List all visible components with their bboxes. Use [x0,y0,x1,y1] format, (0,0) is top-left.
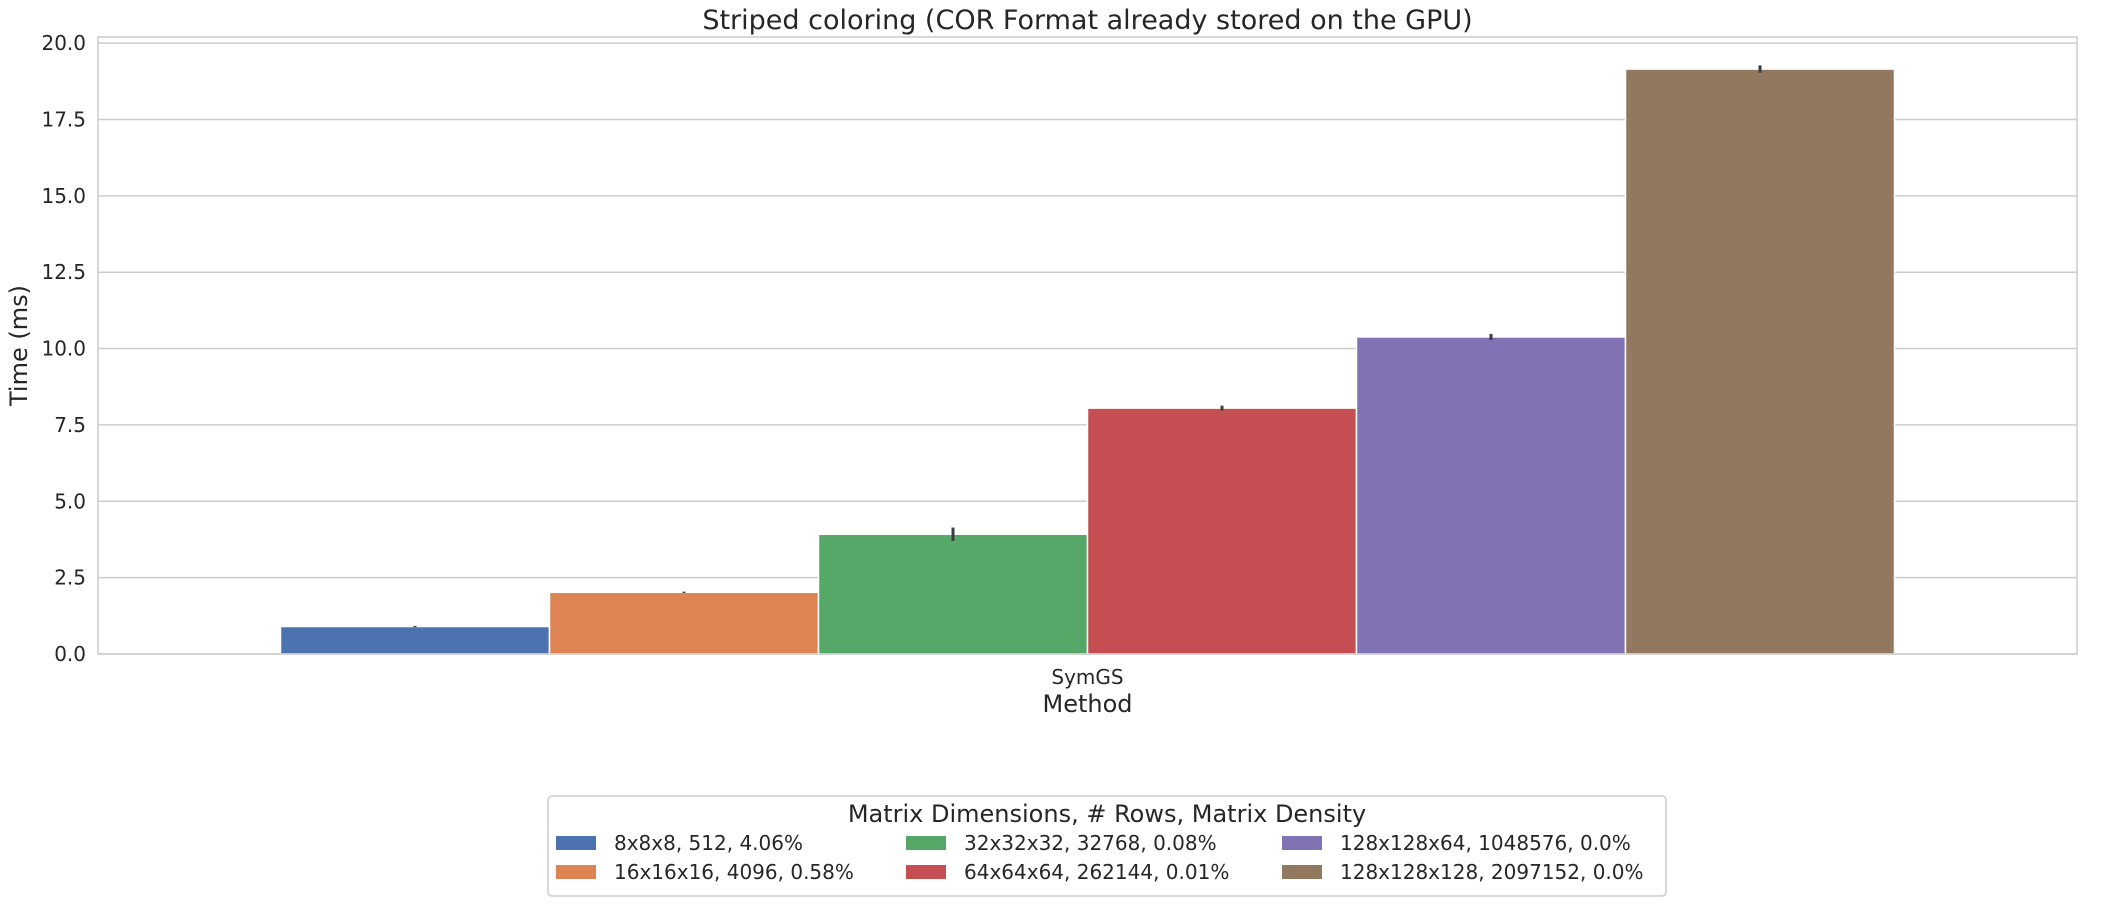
x-tick-label: SymGS [1051,665,1123,689]
y-ticks: 0.0 2.5 5.0 7.5 10.0 12.5 15.0 17.5 20.0 [41,31,86,666]
bar [1355,336,1627,655]
legend-swatch [1282,865,1322,879]
legend-label: 32x32x32, 32768, 0.08% [964,831,1217,855]
grid [98,42,2077,655]
legend-label: 16x16x16, 4096, 0.58% [614,860,854,884]
x-axis-label: Method [1042,690,1132,718]
y-tick-label: 2.5 [54,566,86,590]
bars [279,68,1896,655]
y-tick-label: 7.5 [54,413,86,437]
bar [548,591,820,655]
legend-swatch [556,836,596,850]
legend-entries: 8x8x8, 512, 4.06% 16x16x16, 4096, 0.58% 32… [556,831,1644,884]
legend-swatch [906,865,946,879]
legend-box [547,795,1667,897]
legend: Matrix Dimensions, # Rows, Matrix Densit… [547,795,1667,897]
y-tick-label: 12.5 [41,260,86,284]
legend-label: 64x64x64, 262144, 0.01% [964,860,1229,884]
legend-swatch [906,836,946,850]
y-tick-label: 20.0 [41,31,86,55]
bar [817,533,1089,655]
bar [1086,407,1358,655]
y-tick-label: 5.0 [54,489,86,513]
legend-title: Matrix Dimensions, # Rows, Matrix Densit… [848,800,1366,828]
y-axis-label: Time (ms) [5,285,33,407]
bar [1624,68,1896,655]
legend-swatch [1282,836,1322,850]
y-tick-label: 17.5 [41,107,86,131]
bar [279,625,551,655]
x-ticks: SymGS [1051,665,1123,689]
legend-label: 128x128x64, 1048576, 0.0% [1340,831,1631,855]
plot-frame [97,36,2078,655]
y-tick-label: 10.0 [41,337,86,361]
legend-label: 8x8x8, 512, 4.06% [614,831,803,855]
y-tick-label: 0.0 [54,642,86,666]
chart-title: Striped coloring (COR Format already sto… [702,5,1472,36]
legend-label: 128x128x128, 2097152, 0.0% [1340,860,1644,884]
y-tick-label: 15.0 [41,184,86,208]
error-bars [413,65,1762,628]
legend-swatch [556,865,596,879]
